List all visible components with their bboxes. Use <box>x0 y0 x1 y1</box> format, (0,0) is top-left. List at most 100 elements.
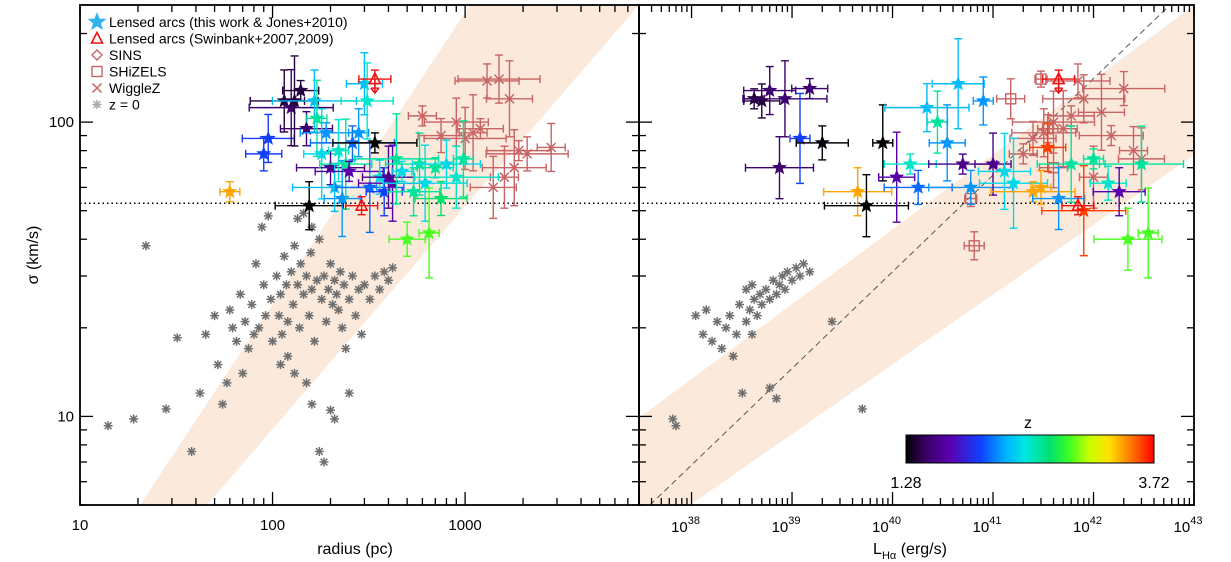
asterisk-marker <box>301 378 311 388</box>
asterisk-marker <box>263 211 273 221</box>
star-marker <box>814 134 830 150</box>
star-marker <box>260 130 276 145</box>
asterisk-stroke <box>336 267 345 276</box>
asterisk-stroke <box>668 415 677 423</box>
star-marker <box>762 82 778 97</box>
asterisk-marker <box>347 271 357 281</box>
asterisk-stroke <box>310 337 319 346</box>
asterisk-marker <box>299 289 309 299</box>
asterisk-stroke <box>713 317 722 326</box>
cross-marker <box>1018 148 1029 159</box>
star-marker <box>330 142 347 158</box>
asterisk-stroke <box>769 276 778 285</box>
star-marker <box>222 183 238 199</box>
star-marker <box>754 93 770 108</box>
asterisk-marker <box>254 323 264 333</box>
cross-marker <box>417 110 428 121</box>
asterisk-stroke <box>272 272 281 280</box>
asterisk-marker <box>326 405 336 415</box>
band-radius <box>140 5 639 505</box>
asterisk-stroke <box>757 300 766 309</box>
asterisk-marker <box>187 446 197 456</box>
asterisk-marker <box>249 329 259 339</box>
asterisk-marker <box>857 404 867 414</box>
upper-limit-arrowhead <box>370 87 380 95</box>
asterisk-stroke <box>756 290 764 299</box>
asterisk-stroke <box>255 323 263 332</box>
asterisk-marker <box>201 329 211 339</box>
star-marker <box>417 175 433 190</box>
asterisk-marker <box>721 323 731 333</box>
asterisk-marker <box>277 329 287 339</box>
cross-marker <box>499 172 510 183</box>
asterisk-stroke <box>370 272 379 280</box>
star-marker <box>356 75 372 91</box>
asterisk-stroke <box>320 458 328 466</box>
asterisk-marker <box>276 360 286 370</box>
asterisk-stroke <box>341 344 350 353</box>
asterisk-marker <box>306 248 316 258</box>
colorbar-min-label: 1.28 <box>890 475 921 492</box>
asterisk-marker <box>326 259 336 269</box>
asterisk-marker <box>359 280 369 290</box>
asterisk-marker <box>333 305 343 315</box>
asterisk-marker <box>328 300 338 310</box>
asterisk-stroke <box>225 306 234 314</box>
asterisk-stroke <box>334 306 343 314</box>
asterisk-stroke <box>249 330 258 339</box>
asterisk-marker <box>266 294 276 304</box>
asterisk-marker <box>757 300 767 310</box>
asterisk-marker <box>289 241 299 251</box>
asterisk-marker <box>351 311 361 321</box>
asterisk-marker <box>701 305 711 315</box>
star-marker <box>910 179 926 194</box>
asterisk-marker <box>240 317 250 327</box>
asterisk-stroke <box>742 317 751 326</box>
star-marker <box>985 156 1001 171</box>
asterisk-marker <box>317 294 327 304</box>
star-marker <box>344 134 361 150</box>
star-marker <box>1133 156 1150 171</box>
asterisk-marker <box>383 275 393 285</box>
triangle-marker <box>90 30 104 44</box>
star-marker <box>1040 139 1056 154</box>
triangle-marker <box>354 197 369 211</box>
star-marker <box>1140 225 1156 240</box>
star-marker <box>919 99 935 115</box>
asterisk-stroke <box>340 280 348 289</box>
star-marker <box>858 197 874 213</box>
asterisk-stroke <box>753 311 762 320</box>
x-tick-label: 100 <box>260 517 285 534</box>
asterisk-stroke <box>699 330 707 339</box>
asterisk-stroke <box>295 323 304 332</box>
asterisk-marker <box>243 344 253 354</box>
asterisk-marker <box>330 275 340 285</box>
asterisk-stroke <box>762 285 770 294</box>
cross-marker <box>1066 110 1077 121</box>
cross-marker <box>488 182 499 193</box>
asterisk-marker <box>691 311 701 321</box>
asterisk-marker <box>307 399 317 409</box>
legend-label: Lensed arcs (Swinbank+2007,2009) <box>109 31 334 47</box>
asterisk-marker <box>309 336 319 346</box>
asterisk-stroke <box>338 323 347 332</box>
asterisk-stroke <box>307 285 316 294</box>
asterisk-marker <box>281 280 291 290</box>
star-marker <box>929 114 946 129</box>
asterisk-stroke <box>772 394 781 403</box>
asterisk-marker <box>330 414 340 424</box>
asterisk-stroke <box>236 290 245 299</box>
x-tick-label: 1000 <box>448 517 481 534</box>
asterisk-stroke <box>218 400 227 409</box>
star-marker <box>359 93 375 108</box>
legend-entry: SHiZELS <box>91 64 167 80</box>
asterisk-stroke <box>290 241 299 250</box>
asterisk-marker <box>321 317 331 327</box>
star-marker <box>433 190 449 205</box>
asterisk-marker <box>235 289 245 299</box>
x-tick-label: 1038 <box>671 515 700 536</box>
asterisk-stroke <box>268 337 277 346</box>
asterisk-marker <box>92 100 102 109</box>
cross-marker <box>1096 107 1107 118</box>
asterisk-stroke <box>302 378 311 387</box>
